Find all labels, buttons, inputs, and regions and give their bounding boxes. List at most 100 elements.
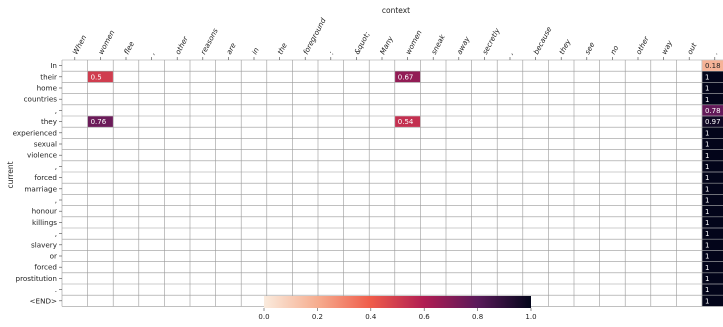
heatmap-cell	[702, 82, 723, 94]
colorbar-ticks: 0.0 0.2 0.4 0.6 0.8 1.0	[258, 308, 537, 321]
x-tick-label: :	[327, 50, 336, 56]
x-tick-label: &quot;	[352, 30, 371, 56]
cell-value-label: 1	[705, 185, 709, 193]
y-tick-label: marriage	[24, 184, 57, 193]
cell-value-label: 1	[705, 85, 709, 93]
x-tick-label: out	[685, 40, 699, 56]
colorbar-tick-label: 0.8	[472, 313, 483, 321]
heatmap-cell	[702, 239, 723, 251]
cell-value-label: 1	[705, 141, 709, 149]
x-tick-label: are	[224, 41, 238, 56]
y-tick-label: In	[50, 61, 57, 70]
colorbar-tick-label: 1.0	[525, 313, 536, 321]
y-tick-label: their	[40, 72, 57, 81]
y-tick-labels: In their home countries, they experienced sexu…	[13, 61, 62, 305]
y-tick-label: forced	[34, 173, 57, 182]
heatmap-cell	[702, 60, 723, 71]
cell-value-label: 1	[705, 241, 709, 249]
x-tick-label: other	[173, 34, 190, 56]
heatmap-grid	[61, 59, 723, 307]
heatmap-cell	[702, 138, 723, 150]
heatmap-cell	[702, 295, 723, 307]
x-tick-label: in	[250, 46, 261, 56]
cell-value-label: 1	[705, 275, 709, 283]
x-tick-label: sneak	[429, 32, 447, 56]
cell-value-label: 1	[705, 297, 709, 305]
y-tick-label: they	[41, 117, 58, 126]
heatmap-cell	[395, 116, 421, 127]
x-tick-label: .	[711, 50, 720, 56]
x-axis-title: context	[382, 6, 410, 15]
cell-value-label: 0.67	[398, 73, 414, 81]
cell-value-label: 0.5	[91, 73, 102, 81]
cell-value-label: 0.18	[705, 62, 721, 70]
y-tick-label: sexual	[34, 140, 57, 149]
heatmap-cell	[702, 127, 723, 139]
heatmap-cell	[702, 194, 723, 206]
x-tick-label: other	[634, 34, 651, 56]
y-tick-label: ,	[55, 196, 57, 205]
x-tick-label: way	[659, 38, 674, 56]
cell-value-label: 1	[705, 230, 709, 238]
heatmap-cell	[702, 149, 723, 161]
cell-value-label: 0.54	[398, 118, 414, 126]
cell-value-label: 1	[705, 264, 709, 272]
cell-value-label: 1	[705, 152, 709, 160]
y-tick-label: honour	[32, 207, 57, 216]
x-tick-label: ,	[506, 50, 515, 56]
x-tick-label: When	[71, 33, 89, 56]
heatmap-cells: 0.1810.50.6710.8910.3910.450.7810.760.54…	[87, 60, 723, 307]
heatmap-cell	[702, 250, 723, 262]
x-tick-label: see	[583, 40, 597, 56]
y-axis-title: current	[6, 161, 15, 188]
cell-value-label: 0.76	[91, 118, 107, 126]
cell-value-label: 1	[705, 286, 709, 294]
colorbar-tick-label: 0.0	[258, 313, 269, 321]
y-tick-label: experienced	[13, 128, 57, 137]
y-tick-label: violence	[27, 151, 58, 160]
cell-value-label: 1	[705, 174, 709, 182]
y-tick-label: prostitution	[16, 274, 57, 283]
cell-value-label: 1	[705, 253, 709, 261]
heatmap-cell	[702, 116, 723, 127]
cell-value-label: 1	[705, 73, 709, 81]
cell-value-label: 1	[705, 197, 709, 205]
x-tick-label: Many	[378, 34, 395, 56]
colorbar: 0.0 0.2 0.4 0.6 0.8 1.0	[258, 296, 537, 321]
heatmap-cell	[87, 71, 113, 83]
heatmap-cell	[702, 261, 723, 273]
x-tick-label: foreground	[301, 16, 328, 56]
colorbar-tick-label: 0.2	[312, 313, 323, 321]
colorbar-tick-label: 0.6	[419, 313, 431, 321]
x-tick-label: women	[403, 28, 423, 56]
x-tick-label: secretly	[480, 26, 502, 56]
heatmap-cell	[702, 217, 723, 228]
heatmap-cell	[702, 71, 723, 83]
cell-value-label: 1	[705, 219, 709, 227]
cell-value-label: 0.97	[705, 118, 721, 126]
x-tick-label: reasons	[199, 27, 220, 56]
cell-value-label: 0.78	[705, 107, 721, 115]
y-tick-label: home	[37, 84, 58, 93]
y-tick-label: .	[55, 285, 57, 294]
x-tick-label: ,	[147, 50, 156, 56]
x-tick-labels: When women flee, other reasons are in the foregr…	[71, 16, 720, 60]
y-tick-label: ,	[55, 162, 57, 171]
heatmap-cell	[702, 105, 723, 116]
heatmap-cell	[702, 172, 723, 183]
heatmap-cell	[702, 183, 723, 195]
heatmap-cell	[702, 161, 723, 172]
x-tick-label: flee	[122, 39, 137, 56]
heatmap-cell	[395, 71, 421, 83]
heatmap-cell	[702, 273, 723, 284]
x-tick-label: no	[608, 43, 620, 56]
cell-value-label: 1	[705, 96, 709, 104]
colorbar-gradient	[264, 296, 531, 308]
heatmap-cell	[87, 116, 113, 127]
heatmap-cell	[702, 205, 723, 217]
y-tick-label: slavery	[31, 240, 58, 249]
cell-value-label: 1	[705, 163, 709, 171]
y-tick-label: killings	[32, 218, 57, 227]
y-tick-label: or	[50, 252, 57, 261]
